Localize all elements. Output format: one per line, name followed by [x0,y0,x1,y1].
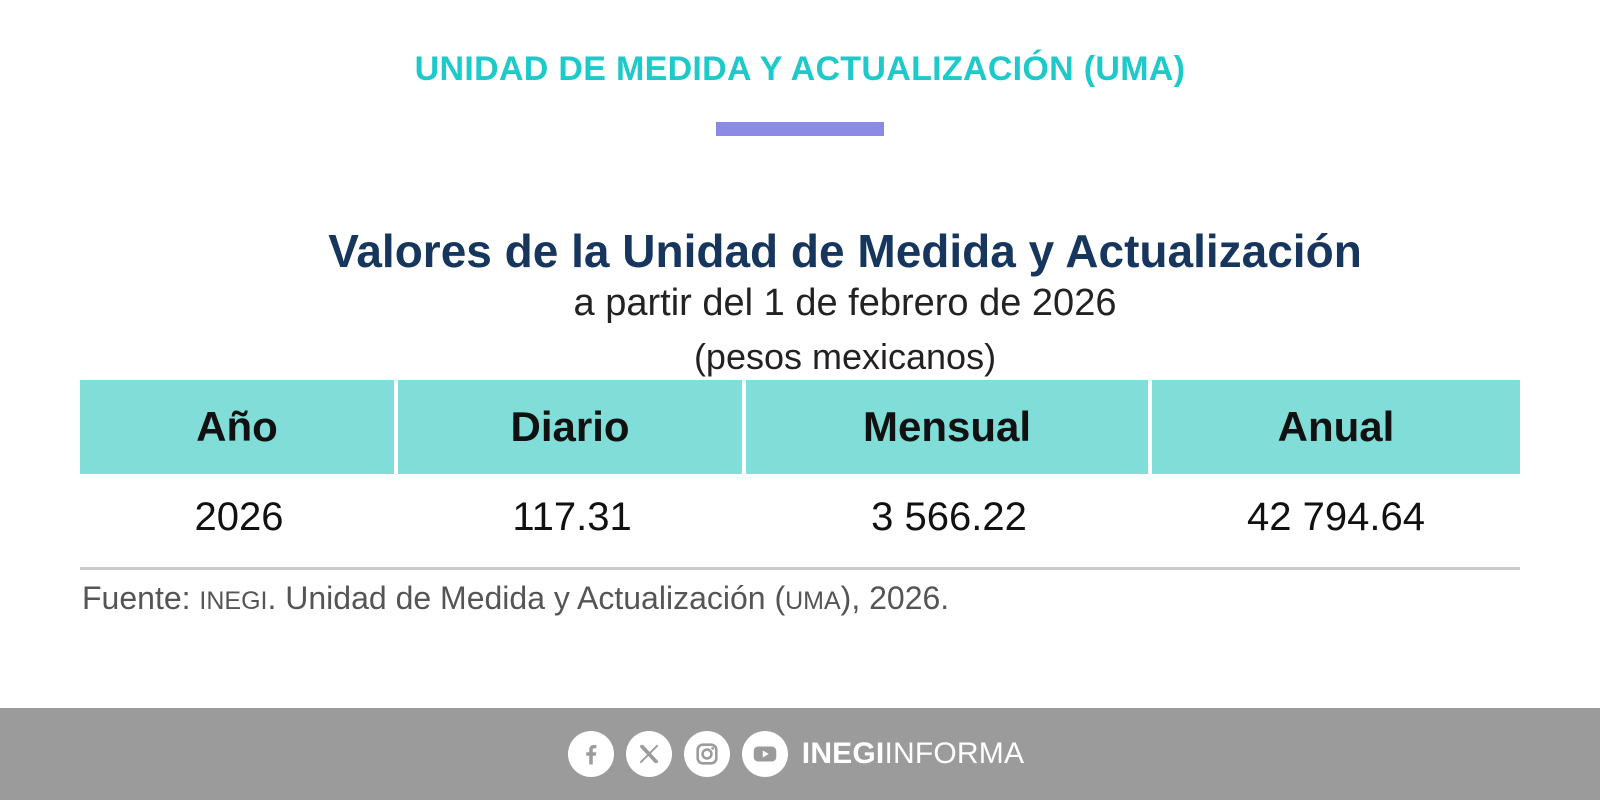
source-note: Fuente: INEGI. Unidad de Medida y Actual… [82,580,949,617]
table-subtitle: a partir del 1 de febrero de 2026 [573,282,1117,324]
footer-bar: INEGIINFORMA [0,708,1600,800]
instagram-icon[interactable] [683,731,730,777]
table-title: Valores de la Unidad de Medida y Actuali… [328,225,1362,277]
source-label: Fuente: [82,580,191,616]
column-header-monthly: Mensual [746,380,1152,474]
table-header-row: Año Diario Mensual Anual [80,380,1520,474]
footer-brand[interactable]: INEGIINFORMA [802,737,1024,771]
cell-annual: 42 794.64 [1247,495,1425,539]
banner-title: UNIDAD DE MEDIDA Y ACTUALIZACIÓN (UMA) [414,50,1186,88]
x-icon[interactable] [625,731,672,777]
cell-year: 2026 [194,495,284,539]
table-unit: (pesos mexicanos) [693,336,997,377]
facebook-icon[interactable] [567,731,614,777]
footer-brand-light: INFORMA [884,737,1025,770]
source-org: INEGI [199,587,268,615]
uma-table: Año Diario Mensual Anual 2026 117.31 3 5… [80,380,1520,570]
column-header-annual: Anual [1152,380,1520,474]
cell-daily: 117.31 [512,495,632,539]
column-header-daily: Diario [398,380,746,474]
cell-monthly: 3 566.22 [871,495,1027,539]
source-tail: ), 2026. [840,580,950,616]
youtube-icon[interactable] [741,731,788,777]
table-row: 2026 117.31 3 566.22 42 794.64 [80,474,1520,570]
social-icons [567,731,788,777]
source-abbr: UMA [785,587,841,615]
accent-bar [716,122,884,136]
footer-brand-bold: INEGI [801,737,885,770]
column-header-year: Año [80,380,398,474]
source-text: . Unidad de Medida y Actualización ( [267,580,786,616]
